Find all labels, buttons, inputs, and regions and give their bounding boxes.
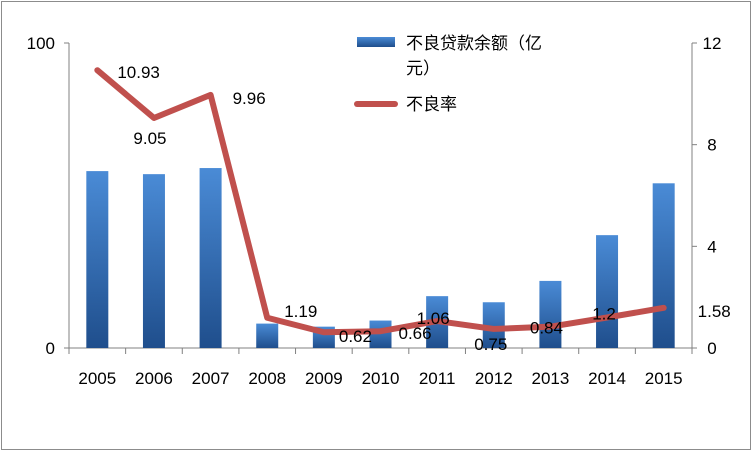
x-tick-label: 2012 — [475, 369, 513, 388]
legend: 不良贷款余额（亿元） 不良率 — [354, 34, 542, 114]
y-right-tick-label: 0 — [707, 339, 716, 358]
data-label: 0.84 — [530, 319, 563, 338]
legend-bar-swatch — [357, 37, 395, 47]
x-tick-label: 2010 — [362, 369, 400, 388]
bar — [86, 171, 109, 348]
data-label: 9.96 — [233, 89, 266, 108]
data-label: 1.19 — [284, 302, 317, 321]
legend-line-label: 不良率 — [406, 95, 457, 114]
bar — [256, 323, 279, 348]
bar — [596, 235, 619, 348]
y-right-tick-label: 8 — [707, 136, 716, 155]
data-labels: 10.93 9.05 9.96 1.19 0.62 0.661.06 0.75 0.84 1.2… — [117, 63, 730, 354]
data-label: 1.58 — [698, 302, 731, 321]
x-tick-label: 2015 — [645, 369, 683, 388]
y-left-tick-label: 100 — [27, 34, 55, 53]
line-path — [94, 67, 667, 336]
x-tick-label: 2011 — [419, 369, 456, 388]
data-label: 0.66 — [399, 324, 432, 343]
y-right-tick-label: 4 — [707, 237, 716, 256]
x-tick-label: 2007 — [192, 369, 230, 388]
y-right-tick-label: 12 — [703, 34, 722, 53]
x-tick-label: 2013 — [531, 369, 569, 388]
data-label: 0.75 — [474, 335, 507, 354]
axes: 0 100 0 4 8 12 2005 2006 2007 2008 2009 2010 2011 201… — [27, 34, 722, 388]
data-label: 9.05 — [133, 129, 166, 148]
data-label: 1.2 — [592, 305, 616, 324]
data-label: 0.62 — [339, 327, 372, 346]
legend-bar-label-line-1: 不良贷款余额（亿 — [406, 34, 542, 53]
x-tick-label: 2008 — [248, 369, 286, 388]
bar — [482, 302, 505, 348]
x-tick-label: 2005 — [78, 369, 116, 388]
data-label: 10.93 — [117, 63, 160, 82]
bar — [652, 183, 675, 348]
data-label: 1.06 — [417, 309, 450, 328]
line-series — [94, 67, 667, 336]
x-tick-label: 2006 — [135, 369, 173, 388]
y-left-tick-label: 0 — [46, 339, 55, 358]
x-tick-label: 2009 — [305, 369, 343, 388]
x-tick-label: 2014 — [588, 369, 626, 388]
legend-bar-label-line-2: 元） — [406, 59, 440, 78]
bar — [539, 280, 562, 348]
bar — [142, 174, 165, 348]
bar — [199, 168, 222, 348]
